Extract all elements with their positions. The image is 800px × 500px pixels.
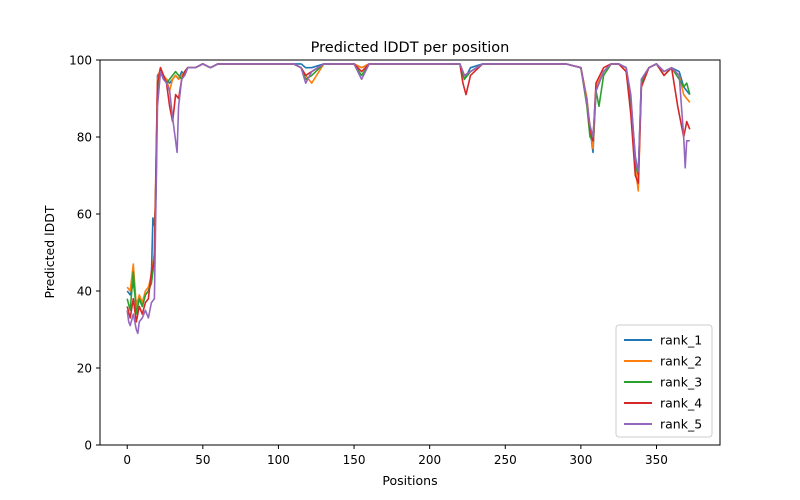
legend-label: rank_3: [660, 375, 702, 390]
x-tick-label: 150: [343, 453, 366, 467]
chart-title: Predicted lDDT per position: [311, 40, 510, 56]
y-tick-label: 20: [77, 362, 92, 376]
series-line-rank-5: [126, 63, 690, 335]
legend-label: rank_1: [660, 333, 702, 348]
y-axis-label: Predicted lDDT: [42, 205, 57, 298]
y-tick-label: 80: [77, 131, 92, 145]
x-tick-label: 300: [569, 453, 592, 467]
y-tick-label: 0: [84, 439, 92, 453]
y-tick-label: 100: [69, 54, 92, 68]
x-tick-label: 250: [494, 453, 517, 467]
series-line-rank-4: [126, 63, 691, 323]
legend-label: rank_2: [660, 354, 702, 369]
x-axis: 0 50 100 150 200 250 300 350: [123, 445, 668, 467]
y-tick-label: 40: [77, 285, 92, 299]
x-axis-label: Positions: [382, 473, 437, 488]
series-layer: [126, 63, 691, 335]
legend-label: rank_5: [660, 417, 702, 432]
plot-frame: [99, 59, 721, 446]
y-axis: 0 20 40 60 80 100: [69, 54, 100, 453]
y-tick-label: 60: [77, 208, 92, 222]
x-tick-label: 100: [267, 453, 290, 467]
x-tick-label: 50: [195, 453, 210, 467]
x-tick-label: 0: [123, 453, 131, 467]
legend-label: rank_4: [660, 396, 702, 411]
x-tick-label: 200: [418, 453, 441, 467]
legend: rank_1 rank_2 rank_3 rank_4 rank_5: [615, 324, 713, 438]
legend-box: [615, 324, 713, 438]
x-tick-label: 350: [645, 453, 668, 467]
